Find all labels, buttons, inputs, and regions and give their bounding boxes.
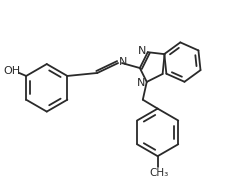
- Text: N: N: [137, 78, 145, 88]
- Text: CH₃: CH₃: [149, 168, 168, 178]
- Text: N: N: [119, 57, 127, 67]
- Text: OH: OH: [4, 66, 21, 76]
- Text: N: N: [138, 46, 146, 56]
